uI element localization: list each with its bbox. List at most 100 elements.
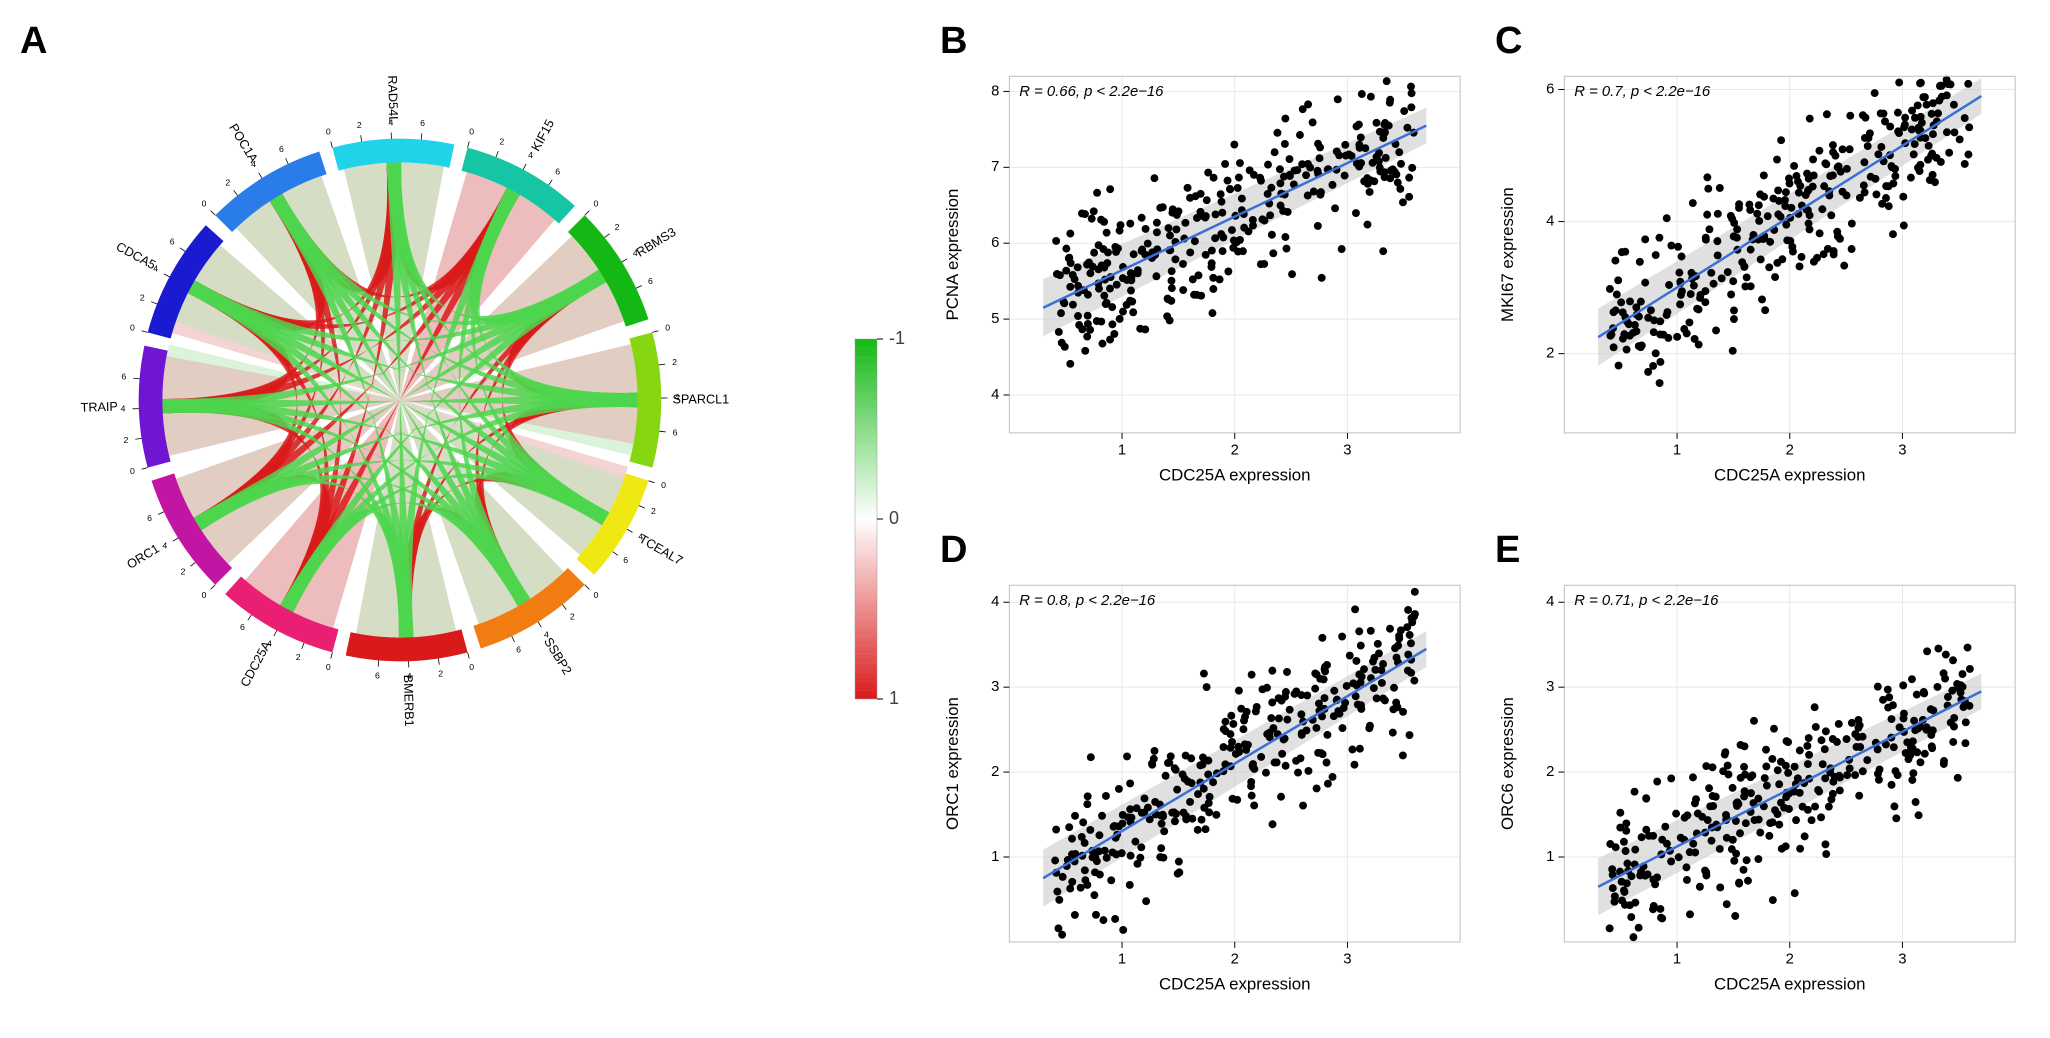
panel-b-label: B <box>940 20 967 63</box>
svg-text:3: 3 <box>991 679 999 695</box>
svg-text:1: 1 <box>1118 952 1126 968</box>
svg-text:RAD54L: RAD54L <box>385 75 400 123</box>
svg-text:4: 4 <box>121 403 126 413</box>
svg-text:2: 2 <box>438 668 443 678</box>
svg-text:2: 2 <box>570 611 575 621</box>
svg-text:4: 4 <box>528 150 533 160</box>
svg-text:6: 6 <box>516 645 521 655</box>
svg-text:2: 2 <box>1546 346 1554 362</box>
svg-text:0: 0 <box>594 590 599 600</box>
figure-container: A 0246SPARCL10246RBMS30246KIF150246RAD54… <box>20 20 2030 1018</box>
colorbar-container: -101 <box>800 20 920 1018</box>
svg-text:ORC1 expression: ORC1 expression <box>943 697 962 830</box>
svg-text:4: 4 <box>162 541 167 551</box>
svg-text:ORC1: ORC1 <box>125 541 162 571</box>
svg-text:TRAIP: TRAIP <box>80 400 118 415</box>
svg-text:2: 2 <box>615 222 620 232</box>
svg-text:4: 4 <box>1546 594 1554 610</box>
svg-text:5: 5 <box>991 311 999 327</box>
svg-text:2: 2 <box>991 764 999 780</box>
svg-text:0: 0 <box>469 662 474 672</box>
svg-text:0: 0 <box>665 323 670 333</box>
svg-text:1: 1 <box>991 849 999 865</box>
svg-text:0: 0 <box>326 662 331 672</box>
panel-c-label: C <box>1495 20 1522 63</box>
scatter-b-svg: 12345678CDC25A expressionPCNA expression… <box>940 20 1475 509</box>
chord-svg: 0246SPARCL10246RBMS30246KIF150246RAD54L0… <box>20 20 780 780</box>
svg-text:2: 2 <box>140 292 145 302</box>
svg-text:4: 4 <box>991 387 999 403</box>
svg-text:R = 0.66, p < 2.2e−16: R = 0.66, p < 2.2e−16 <box>1019 84 1164 100</box>
svg-text:CDC25A expression: CDC25A expression <box>1714 465 1866 484</box>
svg-text:2: 2 <box>651 506 656 516</box>
svg-text:KIF15: KIF15 <box>529 117 557 153</box>
svg-text:6: 6 <box>673 427 678 437</box>
svg-text:0: 0 <box>661 480 666 490</box>
svg-text:CDC25A: CDC25A <box>238 638 274 689</box>
svg-text:PCNA expression: PCNA expression <box>943 189 962 321</box>
panel-b-scatter: B 12345678CDC25A expressionPCNA expressi… <box>940 20 1475 509</box>
panel-d-scatter: D 1 2 3 1 2 3 4 CDC25A expression ORC1 expressio… <box>940 529 1475 1018</box>
svg-text:ORC6 expression: ORC6 expression <box>1498 697 1517 830</box>
svg-text:CDC25A expression: CDC25A expression <box>1714 974 1866 993</box>
panel-c-scatter: C 123246CDC25A expressionMKI67 expressio… <box>1495 20 2030 509</box>
svg-text:2: 2 <box>499 137 504 147</box>
svg-text:8: 8 <box>991 83 999 99</box>
svg-text:2: 2 <box>1231 952 1239 968</box>
svg-text:6: 6 <box>121 372 126 382</box>
svg-text:0: 0 <box>202 590 207 600</box>
svg-text:0: 0 <box>594 198 599 208</box>
svg-text:2: 2 <box>123 435 128 445</box>
svg-text:6: 6 <box>240 622 245 632</box>
svg-text:4: 4 <box>991 594 999 610</box>
svg-text:6: 6 <box>1546 81 1554 97</box>
svg-text:3: 3 <box>1343 952 1351 968</box>
svg-text:3: 3 <box>1898 443 1906 459</box>
svg-text:CDC25A expression: CDC25A expression <box>1159 974 1311 993</box>
svg-text:2: 2 <box>357 120 362 130</box>
svg-text:6: 6 <box>170 237 175 247</box>
svg-text:0: 0 <box>202 198 207 208</box>
svg-text:R = 0.7, p < 2.2e−16: R = 0.7, p < 2.2e−16 <box>1574 84 1711 100</box>
scatter-c-svg: 123246CDC25A expressionMKI67 expressionR… <box>1495 20 2030 509</box>
svg-text:3: 3 <box>1343 443 1351 459</box>
svg-text:2: 2 <box>181 567 186 577</box>
svg-text:2: 2 <box>672 357 677 367</box>
panel-d-label: D <box>940 529 967 572</box>
svg-text:6: 6 <box>147 513 152 523</box>
svg-text:CDC25A expression: CDC25A expression <box>1159 465 1311 484</box>
svg-text:6: 6 <box>420 118 425 128</box>
svg-text:2: 2 <box>1786 443 1794 459</box>
panel-e-scatter: E 1231234CDC25A expressionORC6 expressio… <box>1495 529 2030 1018</box>
svg-text:1: 1 <box>1673 952 1681 968</box>
svg-text:TCEAL7: TCEAL7 <box>637 532 685 568</box>
panel-e-label: E <box>1495 529 1520 572</box>
svg-text:0: 0 <box>130 466 135 476</box>
svg-text:6: 6 <box>555 166 560 176</box>
svg-text:R = 0.71, p < 2.2e−16: R = 0.71, p < 2.2e−16 <box>1574 593 1719 609</box>
scatter-e-svg: 1231234CDC25A expressionORC6 expressionR… <box>1495 529 2030 1018</box>
svg-text:6: 6 <box>648 276 653 286</box>
svg-text:2: 2 <box>1546 764 1554 780</box>
svg-text:0: 0 <box>130 323 135 333</box>
svg-text:MKI67 expression: MKI67 expression <box>1498 187 1517 322</box>
svg-text:1: 1 <box>1546 849 1554 865</box>
svg-text:6: 6 <box>991 235 999 251</box>
svg-text:1: 1 <box>1673 443 1681 459</box>
svg-text:0: 0 <box>889 508 899 528</box>
svg-text:1: 1 <box>1118 443 1126 459</box>
svg-text:2: 2 <box>225 177 230 187</box>
svg-text:3: 3 <box>1546 679 1554 695</box>
svg-text:-1: -1 <box>889 328 905 348</box>
svg-text:SPARCL1: SPARCL1 <box>672 392 729 406</box>
svg-text:0: 0 <box>469 127 474 137</box>
svg-text:POC1A: POC1A <box>226 121 261 165</box>
svg-text:6: 6 <box>375 670 380 680</box>
svg-text:BMERB1: BMERB1 <box>401 675 416 727</box>
svg-text:R = 0.8, p < 2.2e−16: R = 0.8, p < 2.2e−16 <box>1019 593 1156 609</box>
svg-text:0: 0 <box>326 127 331 137</box>
colorbar-svg: -101 <box>815 319 905 719</box>
svg-text:7: 7 <box>991 159 999 175</box>
svg-text:3: 3 <box>1898 952 1906 968</box>
svg-text:CDCA5: CDCA5 <box>114 239 158 272</box>
